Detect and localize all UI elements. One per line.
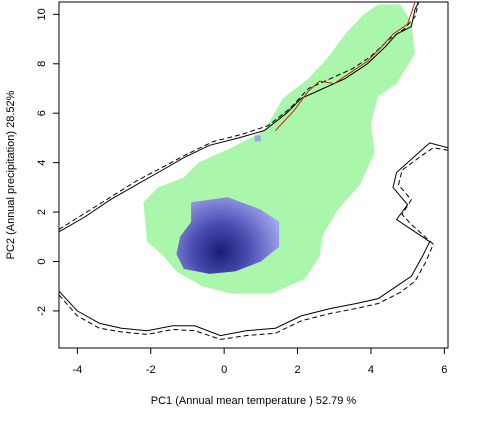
x-tick-label: 2 [294,364,300,376]
density-patch-small [254,135,261,142]
y-axis: -2 0 2 4 6 8 10 [36,8,59,316]
x-tick-label: -4 [72,364,82,376]
x-tick-label: -2 [146,364,156,376]
x-tick-label: 4 [368,364,374,376]
x-tick-label: 6 [441,364,447,376]
y-tick-label: 4 [36,160,48,166]
plot-area [59,2,448,340]
y-tick-label: -2 [36,306,48,316]
density-region [176,197,280,274]
envelope-line-5 [275,2,416,131]
y-axis-title: PC2 (Annual precipitation) 28.52% [5,90,17,259]
y-tick-label: 0 [36,258,48,264]
envelope-line-4 [59,147,448,340]
x-axis: -4 -2 0 2 4 6 [72,348,447,376]
y-tick-label: 8 [36,61,48,67]
y-tick-label: 2 [36,209,48,215]
envelope-line-2 [59,2,420,230]
x-tick-label: 0 [221,364,227,376]
plot-frame [58,1,449,349]
x-axis-title: PC1 (Annual mean temperature ) 52.79 % [151,395,357,407]
y-tick-label: 10 [36,8,48,20]
envelope-line-3 [59,142,448,337]
y-tick-label: 6 [36,110,48,116]
